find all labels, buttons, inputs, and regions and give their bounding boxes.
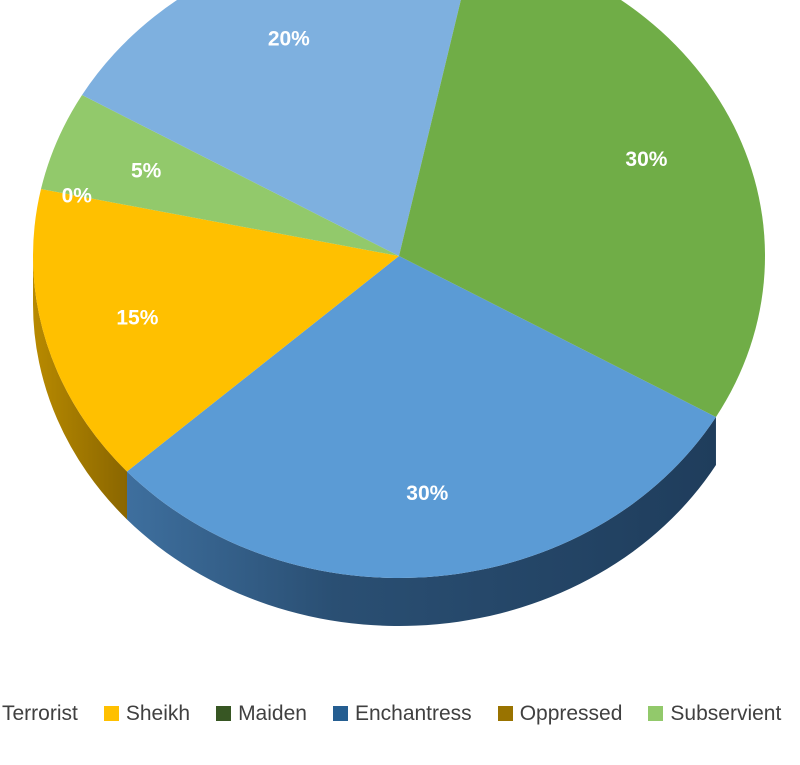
legend-swatch	[648, 706, 664, 721]
legend-swatch	[332, 706, 348, 721]
legend-item-terrorist: Terrorist	[0, 702, 78, 726]
pie-side-walls	[33, 256, 716, 626]
pie-side-terrorist	[127, 417, 716, 626]
pie-plot-area: 30% 15% 0% 5% 20% 30%	[33, 0, 765, 626]
chart-legend: Terrorist Sheikh Maiden Enchantress Oppresse…	[0, 696, 800, 740]
data-label-enchantress: 5%	[131, 160, 162, 183]
pie-side-sheikh	[33, 256, 128, 520]
legend-items: Terrorist Sheikh Maiden Enchantress Oppresse…	[0, 702, 800, 726]
legend-label: Terrorist	[2, 702, 78, 725]
legend-swatch	[216, 706, 232, 721]
pie-slice-subservient	[399, 0, 765, 417]
pie-slice-enchantress	[40, 95, 399, 256]
data-label-maiden: 0%	[62, 185, 93, 208]
pie-slice-oppressed	[82, 0, 461, 256]
legend-swatch	[497, 706, 513, 721]
pie-data-labels: 30% 15% 0% 5% 20% 30%	[62, 27, 668, 505]
legend-item-maiden: Maiden	[216, 702, 307, 726]
legend-label: Maiden	[238, 702, 307, 725]
legend-label: Enchantress	[354, 702, 472, 725]
pie-slice-sheikh	[33, 189, 400, 472]
pie-slice-terrorist	[127, 256, 716, 578]
legend-item-sheikh: Sheikh	[103, 702, 191, 726]
legend-swatch	[103, 706, 119, 721]
data-label-subservient: 30%	[625, 148, 667, 171]
legend-label: Oppressed	[519, 702, 623, 725]
pie-slices	[33, 0, 765, 578]
legend-item-oppressed: Oppressed	[497, 702, 623, 726]
legend-item-enchantress: Enchantress	[332, 702, 472, 726]
data-label-oppressed: 20%	[268, 27, 310, 50]
data-label-terrorist: 30%	[406, 482, 448, 505]
data-label-sheikh: 15%	[116, 307, 158, 330]
legend-label: Sheikh	[125, 702, 191, 725]
legend-item-subservient: Subservient	[648, 702, 781, 726]
legend-label: Subservient	[670, 702, 782, 725]
